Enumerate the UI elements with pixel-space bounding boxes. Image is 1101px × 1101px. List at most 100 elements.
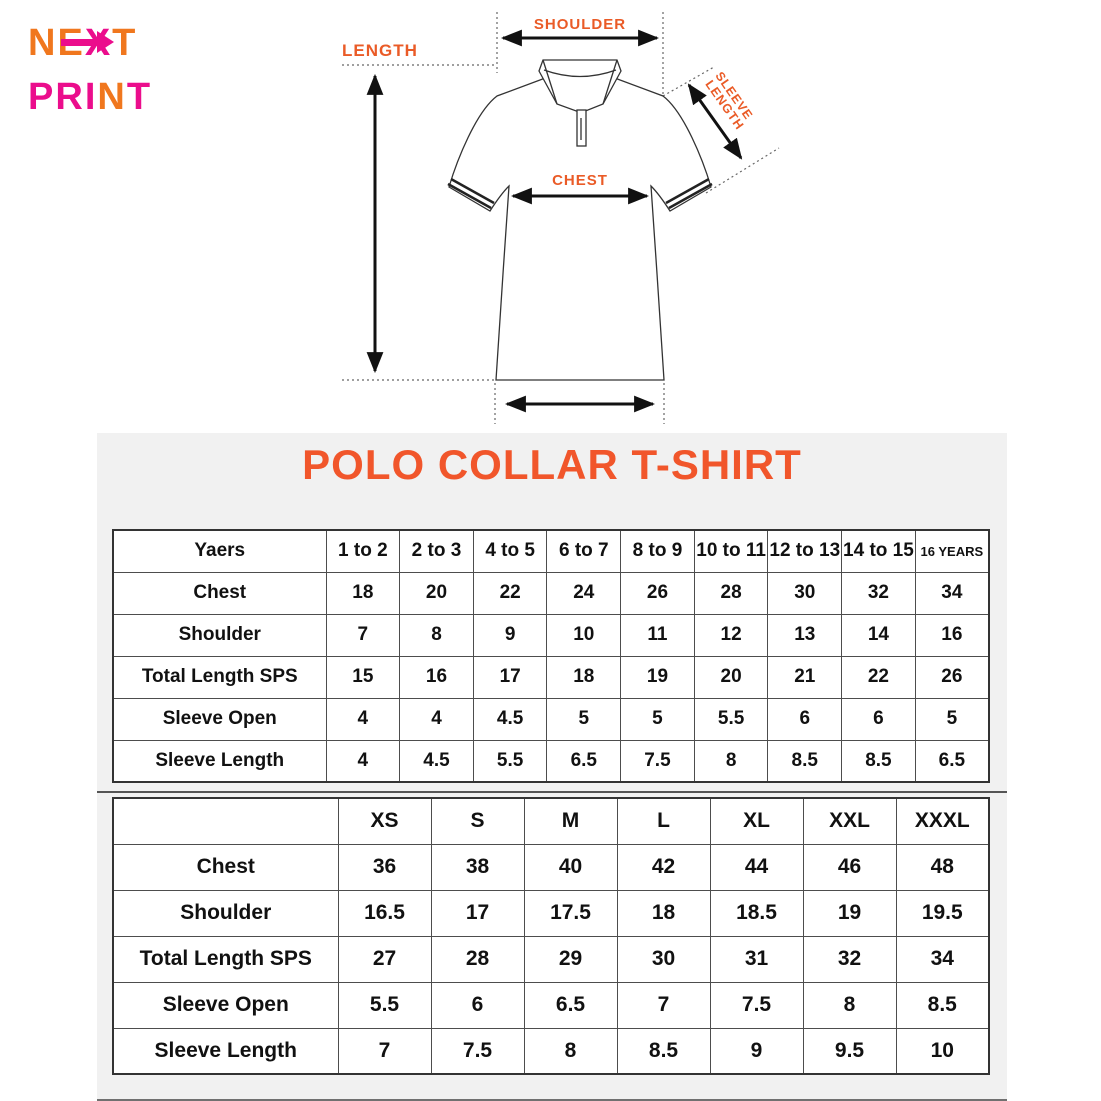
cell: 19 [802, 889, 897, 937]
cell: 40 [523, 843, 618, 891]
cell: 7.5 [430, 1027, 525, 1075]
cell: 4.5 [472, 697, 548, 741]
cell: 7.5 [709, 981, 804, 1029]
row-label: Chest [112, 571, 327, 615]
row-label: Sleeve Length [112, 1027, 339, 1075]
cell: 32 [841, 571, 916, 615]
row-label: Sleeve Open [112, 697, 327, 741]
table-row: Total Length SPS 15 16 17 18 19 20 21 22… [112, 655, 990, 699]
row-label: Sleeve Length [112, 739, 327, 783]
table-row: Shoulder 7 8 9 10 11 12 13 14 16 [112, 613, 990, 657]
cell: 6 [841, 697, 916, 741]
cell: 6.5 [546, 739, 622, 783]
cell: 8 [802, 981, 897, 1029]
cell: 17.5 [523, 889, 618, 937]
cell: 8.5 [841, 739, 916, 783]
cell: 8 [523, 1027, 618, 1075]
cell: 26 [620, 571, 695, 615]
row-label: Total Length SPS [112, 935, 339, 983]
cell: 29 [523, 935, 618, 983]
cell: 36 [337, 843, 432, 891]
cell: 18 [616, 889, 711, 937]
cell: 48 [895, 843, 990, 891]
cell: 18.5 [709, 889, 804, 937]
row-label: Shoulder [112, 889, 339, 937]
col-header: XL [709, 797, 804, 845]
cell: 5 [546, 697, 622, 741]
guide-dotted-lines [342, 12, 780, 424]
logo-line-print: PRINT [28, 78, 228, 116]
row-label: Shoulder [112, 613, 327, 657]
col-header: 2 to 3 [399, 529, 474, 573]
cell: 11 [620, 613, 695, 657]
adults-table-wrap: XS S M L XL XXL XXXL Chest 36 38 40 42 4… [112, 797, 990, 1075]
cell: 16 [914, 613, 990, 657]
cell: 5.5 [693, 697, 769, 741]
cell: 8 [693, 739, 769, 783]
cell: 46 [802, 843, 897, 891]
cell: 6.5 [523, 981, 618, 1029]
cell: 17 [430, 889, 525, 937]
cell: 18 [325, 571, 401, 615]
adults-size-table: XS S M L XL XXL XXXL Chest 36 38 40 42 4… [112, 797, 990, 1075]
logo-arrow-icon [61, 39, 99, 46]
kids-table-wrap: Yaers 1 to 2 2 to 3 4 to 5 6 to 7 8 to 9… [112, 529, 990, 783]
row-label: Total Length SPS [112, 655, 327, 699]
table-divider [97, 791, 1007, 793]
collar-fold-lines [542, 59, 618, 105]
col-header [112, 797, 339, 845]
logo-letter: T [126, 76, 153, 118]
cell: 22 [472, 571, 548, 615]
cell: 27 [337, 935, 432, 983]
shirt-outline [448, 59, 712, 381]
cell: 8 [399, 613, 474, 657]
col-header: M [523, 797, 618, 845]
table-row: Sleeve Open 5.5 6 6.5 7 7.5 8 8.5 [112, 981, 990, 1029]
col-header: XXL [802, 797, 897, 845]
cell: 8.5 [767, 739, 843, 783]
col-header: 6 to 7 [546, 529, 622, 573]
col-header: S [430, 797, 525, 845]
page-title: POLO COLLAR T-SHIRT [302, 441, 802, 488]
cell: 6 [767, 697, 843, 741]
cell: 5.5 [472, 739, 548, 783]
cell: 7 [616, 981, 711, 1029]
cell: 5 [620, 697, 695, 741]
cell: 8.5 [895, 981, 990, 1029]
cell: 15 [325, 655, 401, 699]
cell: 7 [325, 613, 401, 657]
cell: 28 [430, 935, 525, 983]
logo-arrowhead-icon [97, 31, 114, 53]
cell: 7.5 [620, 739, 695, 783]
cell: 31 [709, 935, 804, 983]
shoulder-label: SHOULDER [534, 16, 626, 33]
logo-letter: N [97, 76, 127, 118]
size-chart-panel: POLO COLLAR T-SHIRT Yaers 1 to 2 2 to 3 … [97, 433, 1007, 1101]
table-row: Sleeve Length 7 7.5 8 8.5 9 9.5 10 [112, 1027, 990, 1075]
logo-letter: P [28, 76, 56, 118]
kids-size-table: Yaers 1 to 2 2 to 3 4 to 5 6 to 7 8 to 9… [112, 529, 990, 783]
cell: 7 [337, 1027, 432, 1075]
cell: 24 [546, 571, 622, 615]
brand-logo: NEXT PRINT [28, 24, 228, 116]
cell: 4 [325, 739, 401, 783]
logo-letter: R [55, 76, 85, 118]
cell: 13 [767, 613, 843, 657]
cell: 16.5 [337, 889, 432, 937]
cell: 5 [914, 697, 990, 741]
cell: 4.5 [399, 739, 474, 783]
col-header: 12 to 13 [767, 529, 843, 573]
cell: 30 [767, 571, 843, 615]
col-header: XXXL [895, 797, 990, 845]
cell: 6 [430, 981, 525, 1029]
row-label: Chest [112, 843, 339, 891]
cell: 6.5 [914, 739, 990, 783]
logo-letter: T [112, 22, 138, 64]
cell: 20 [399, 571, 474, 615]
col-header: 16 YEARS [914, 529, 990, 573]
cell: 34 [914, 571, 990, 615]
col-header: 14 to 15 [841, 529, 916, 573]
cell: 10 [895, 1027, 990, 1075]
cell: 16 [399, 655, 474, 699]
